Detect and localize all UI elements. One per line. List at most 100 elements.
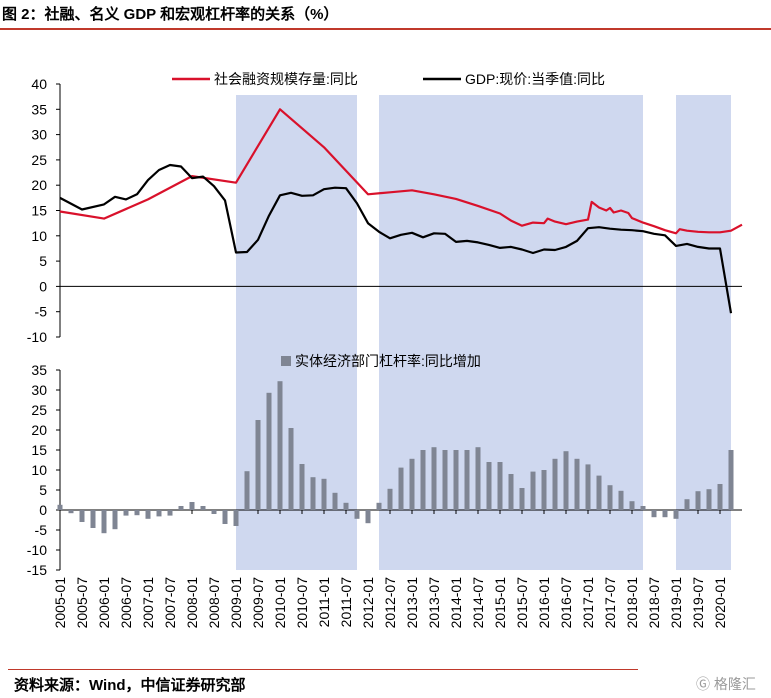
figure-title: 图 2：社融、名义 GDP 和宏观杠杆率的关系（%） [2, 6, 339, 23]
x-tick-label: 2007-01 [140, 577, 156, 629]
x-tick-label: 2013-01 [404, 577, 420, 629]
bar-2017-07 [607, 485, 613, 510]
bar-2008-07 [211, 510, 217, 514]
bar-2013-07 [431, 447, 437, 510]
title-rule [0, 28, 771, 30]
bar-2006-07 [123, 510, 129, 516]
x-tick-label: 2009-07 [250, 577, 266, 629]
top-y-tick-label: 25 [31, 152, 47, 168]
legend-label-bar: 实体经济部门杠杆率:同比增加 [295, 353, 481, 369]
bar-2019-07 [695, 491, 701, 510]
bar-2010-01 [277, 381, 283, 510]
x-tick-label: 2006-01 [96, 577, 112, 629]
bar-2005-01 [57, 504, 63, 510]
x-tick-label: 2015-01 [492, 577, 508, 629]
bar-2007-07 [167, 510, 173, 516]
top-y-tick-label: 0 [39, 278, 47, 294]
watermark: Ⓖ 格隆汇 [696, 674, 756, 694]
bar-2016-01 [541, 470, 547, 510]
bottom-y-tick-label: -15 [27, 562, 47, 578]
x-tick-label: 2019-07 [690, 577, 706, 629]
bar-2014-04 [464, 450, 470, 510]
bar-2010-07 [299, 464, 305, 510]
bar-series-leverage [57, 381, 734, 534]
bottom-y-tick-label: 10 [31, 462, 47, 478]
top-y-tick-label: 30 [31, 127, 47, 143]
bar-2015-01 [497, 462, 503, 510]
bar-2013-01 [409, 458, 415, 510]
bar-2007-01 [145, 510, 151, 519]
top-y-axis: 40 35 30 25 20 15 10 5 0 -5 -10 [27, 76, 60, 345]
x-tick-label: 2017-07 [602, 577, 618, 629]
bar-2012-10 [398, 467, 404, 510]
bar-2018-01 [629, 501, 635, 510]
bar-2010-04 [288, 428, 294, 510]
x-tick-label: 2009-01 [228, 577, 244, 629]
bottom-y-tick-label: -10 [27, 542, 47, 558]
top-y-tick-label: -5 [35, 304, 48, 320]
top-y-tick-label: 20 [31, 177, 47, 193]
bar-2015-04 [508, 474, 514, 510]
bottom-y-tick-label: 15 [31, 442, 47, 458]
bar-2006-10 [134, 510, 140, 516]
bar-2020-01 [717, 484, 723, 510]
x-tick-label: 2018-01 [624, 577, 640, 629]
bar-2011-10 [354, 510, 360, 519]
bar-2006-04 [112, 510, 118, 530]
x-tick-label: 2020-01 [712, 577, 728, 629]
bar-2018-10 [662, 510, 668, 518]
x-tick-label: 2008-01 [184, 577, 200, 629]
bar-2013-10 [442, 450, 448, 510]
bottom-y-tick-label: -5 [35, 522, 48, 538]
bar-2017-01 [585, 464, 591, 510]
bottom-y-tick-label: 35 [31, 362, 47, 378]
bar-2019-01 [673, 510, 679, 519]
line-social-financing [59, 108, 743, 235]
x-tick-label: 2010-07 [294, 577, 310, 629]
bar-2009-10 [266, 392, 272, 510]
bar-2015-10 [530, 471, 536, 510]
x-tick-label: 2016-01 [536, 577, 552, 629]
top-y-tick-label: 10 [31, 228, 47, 244]
bottom-y-tick-label: 20 [31, 422, 47, 438]
bar-2009-01 [233, 510, 239, 526]
bottom-y-tick-label: 25 [31, 402, 47, 418]
x-tick-label: 2011-01 [316, 577, 332, 628]
x-tick-label: 2018-07 [646, 577, 662, 629]
bar-2008-10 [222, 510, 228, 524]
top-y-tick-label: 35 [31, 101, 47, 117]
bar-2014-07 [475, 447, 481, 510]
bar-2013-04 [420, 450, 426, 510]
chart-area: 40 35 30 25 20 15 10 5 0 -5 -10 35 30 25 20 15 10 5 0 -5 -1… [27, 71, 743, 629]
legend-label-1: 社会融资规模存量:同比 [214, 71, 358, 87]
bar-2009-04 [244, 471, 250, 510]
x-tick-label: 2015-07 [514, 577, 530, 629]
x-tick-label: 2019-01 [668, 577, 684, 629]
bar-2019-04 [684, 499, 690, 510]
bar-2016-04 [552, 458, 558, 510]
shaded-periods [236, 95, 731, 570]
bar-2012-07 [387, 488, 393, 510]
x-tick-label: 2010-01 [272, 577, 288, 629]
bar-2018-04 [640, 506, 646, 510]
bar-2008-01 [189, 502, 195, 510]
top-y-tick-label: 15 [31, 203, 47, 219]
bottom-y-tick-label: 5 [39, 482, 47, 498]
shaded-period-1 [236, 95, 357, 570]
bar-2005-07 [79, 510, 85, 522]
legend-label-2: GDP:现价:当季值:同比 [465, 71, 605, 87]
x-tick-label: 2014-07 [470, 577, 486, 629]
top-y-tick-label: 40 [31, 76, 47, 92]
line-nominal-gdp [59, 163, 733, 314]
x-tick-label: 2005-01 [52, 577, 68, 629]
line-series-group [59, 108, 743, 314]
x-tick-label: 2016-07 [558, 577, 574, 629]
bar-2008-04 [200, 506, 206, 510]
x-tick-label: 2012-07 [382, 577, 398, 629]
bar-2017-04 [596, 475, 602, 510]
bar-2015-07 [519, 488, 525, 510]
x-tick-label: 2012-01 [360, 577, 376, 629]
x-tick-label: 2006-07 [118, 577, 134, 629]
bar-2020-04 [728, 450, 734, 510]
bar-2017-10 [618, 490, 624, 510]
